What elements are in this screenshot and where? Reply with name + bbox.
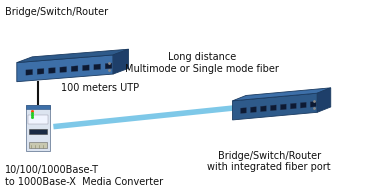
- Polygon shape: [290, 103, 296, 109]
- FancyBboxPatch shape: [29, 142, 47, 148]
- Polygon shape: [83, 65, 89, 71]
- FancyBboxPatch shape: [26, 105, 50, 151]
- Polygon shape: [310, 101, 316, 107]
- Polygon shape: [105, 63, 112, 69]
- Polygon shape: [251, 107, 256, 113]
- Polygon shape: [17, 49, 128, 63]
- Text: Long distance
Multimode or Single mode fiber: Long distance Multimode or Single mode f…: [125, 52, 279, 74]
- Polygon shape: [94, 64, 100, 70]
- Polygon shape: [48, 68, 55, 74]
- Text: 100 meters UTP: 100 meters UTP: [61, 83, 139, 93]
- Polygon shape: [232, 88, 331, 101]
- Text: Bridge/Switch/Router: Bridge/Switch/Router: [5, 7, 108, 17]
- Polygon shape: [71, 66, 78, 72]
- Polygon shape: [270, 105, 276, 111]
- Polygon shape: [241, 108, 246, 113]
- FancyBboxPatch shape: [29, 128, 47, 134]
- FancyBboxPatch shape: [28, 115, 48, 124]
- Polygon shape: [37, 68, 44, 74]
- Polygon shape: [281, 104, 286, 110]
- Polygon shape: [26, 69, 33, 75]
- Polygon shape: [17, 55, 113, 82]
- Polygon shape: [232, 93, 317, 120]
- Polygon shape: [60, 67, 67, 73]
- Text: Bridge/Switch/Router
with integrated fiber port: Bridge/Switch/Router with integrated fib…: [207, 151, 331, 172]
- Polygon shape: [260, 106, 267, 112]
- Text: 10/100/1000Base-T
to 1000Base-X  Media Converter: 10/100/1000Base-T to 1000Base-X Media Co…: [5, 165, 163, 187]
- Polygon shape: [300, 102, 306, 108]
- Polygon shape: [113, 49, 128, 74]
- FancyBboxPatch shape: [26, 105, 50, 109]
- Polygon shape: [317, 88, 331, 112]
